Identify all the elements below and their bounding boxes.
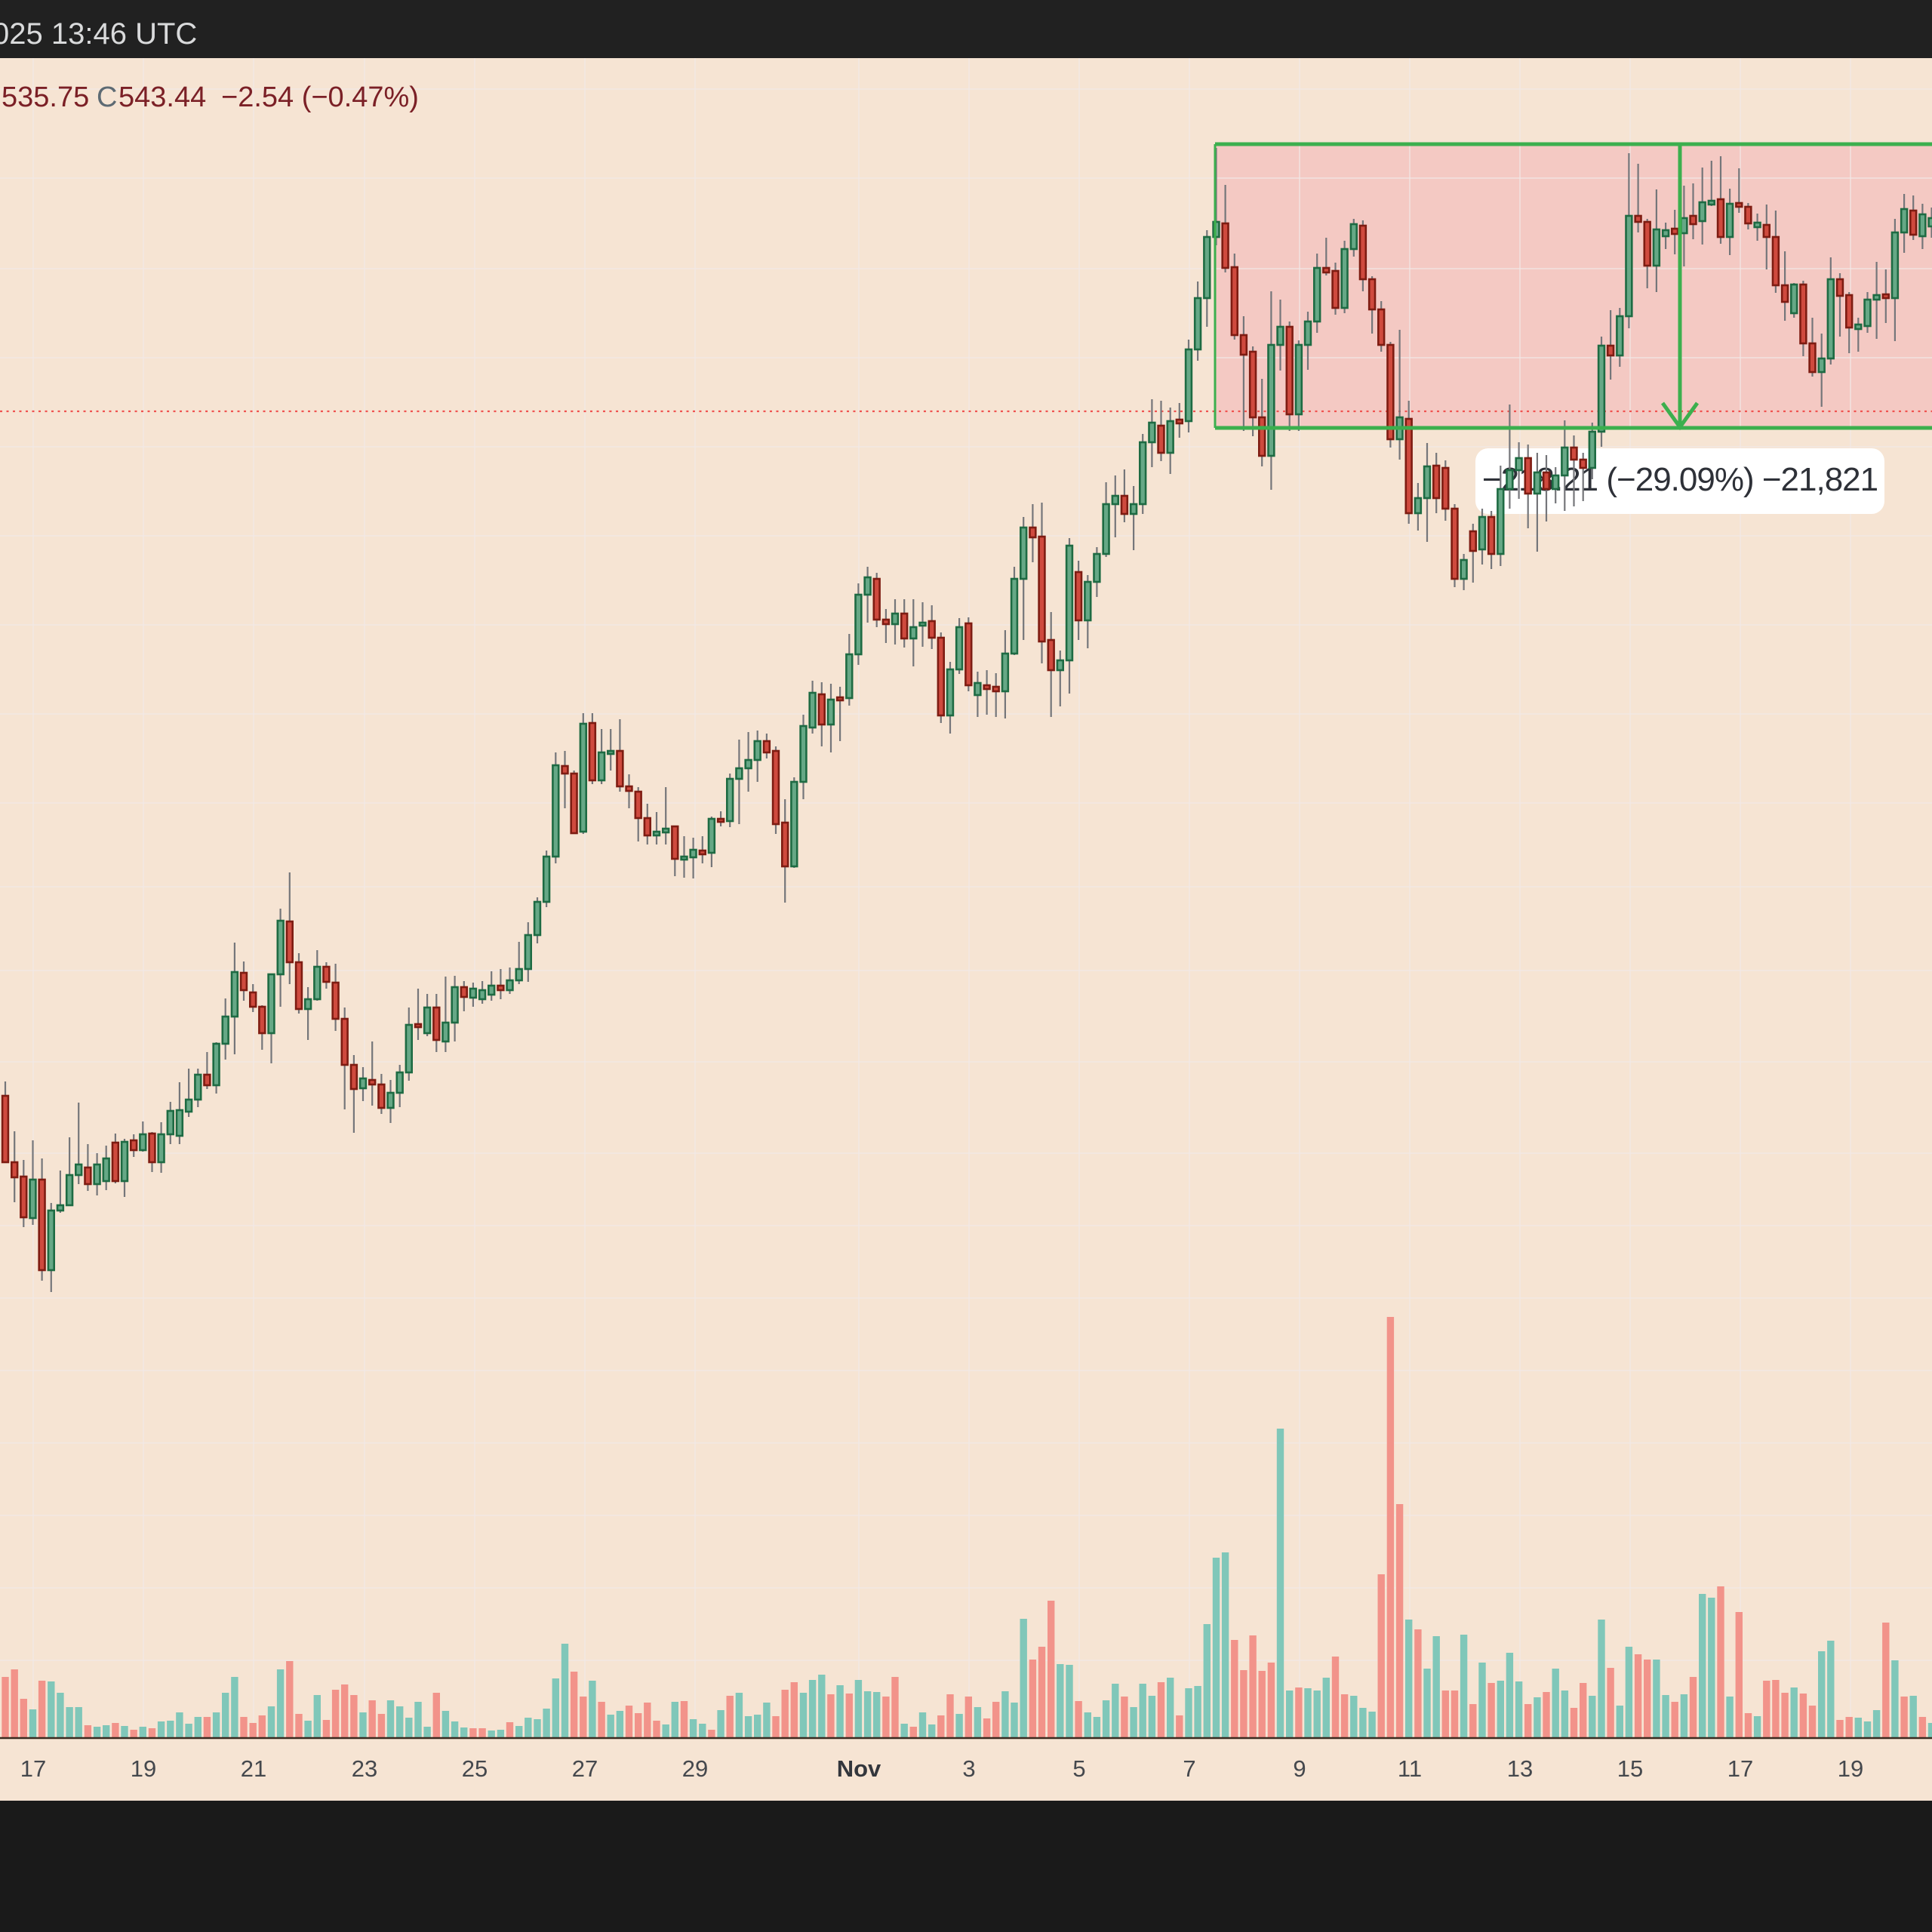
svg-text:11: 11	[1398, 1755, 1422, 1782]
svg-text:29: 29	[682, 1755, 708, 1782]
svg-text:Nov: Nov	[837, 1755, 881, 1782]
svg-text:17: 17	[20, 1755, 46, 1782]
svg-text:25: 25	[462, 1755, 488, 1782]
svg-text:9: 9	[1293, 1755, 1306, 1782]
svg-text:19: 19	[1838, 1755, 1863, 1782]
svg-text:−218.21 (−29.09%) −21,821: −218.21 (−29.09%) −21,821	[1482, 461, 1878, 498]
svg-text:3: 3	[962, 1755, 975, 1782]
svg-text:15: 15	[1617, 1755, 1643, 1782]
svg-text:543.44: 543.44	[118, 82, 206, 113]
svg-text:7: 7	[1183, 1755, 1195, 1782]
svg-text:535.75: 535.75	[2, 82, 89, 113]
svg-text:025 13:46 UTC: 025 13:46 UTC	[0, 17, 197, 51]
svg-text:19: 19	[131, 1755, 156, 1782]
svg-text:27: 27	[572, 1755, 598, 1782]
svg-text:13: 13	[1507, 1755, 1533, 1782]
svg-text:17: 17	[1727, 1755, 1753, 1782]
svg-text:−2.54 (−0.47%): −2.54 (−0.47%)	[221, 82, 419, 113]
svg-text:21: 21	[241, 1755, 266, 1782]
svg-text:5: 5	[1072, 1755, 1085, 1782]
svg-text:C: C	[97, 82, 117, 113]
svg-text:23: 23	[352, 1755, 377, 1782]
